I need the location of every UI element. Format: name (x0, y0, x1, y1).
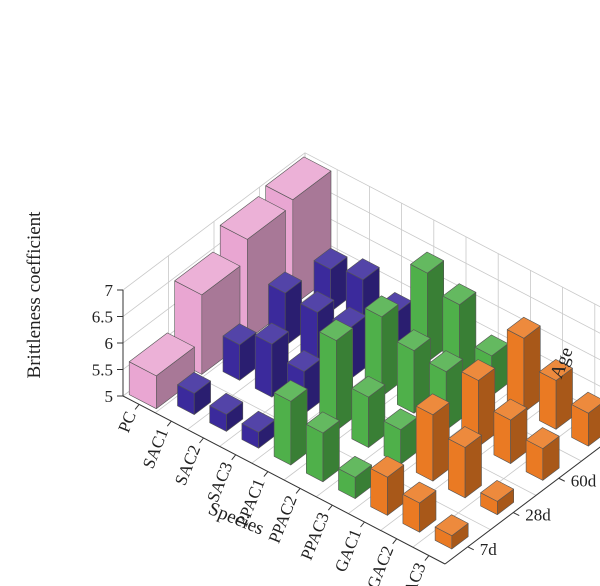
bar-PPAC1-60d (364, 295, 399, 397)
y-axis-line (444, 446, 600, 565)
x-tick-mark (295, 488, 301, 494)
y-tick-label: 7d (480, 540, 498, 559)
bar-GAC2-28d (448, 426, 482, 499)
x-tick-label: SAC2 (171, 442, 204, 488)
z-tick-label: 7 (105, 281, 114, 300)
y-tick-mark (513, 512, 520, 516)
x-tick-label: PPAC2 (265, 493, 301, 546)
x-tick-mark (327, 504, 333, 511)
bar-GAC1-90d (506, 316, 541, 413)
bar-PPAC3-7d (338, 455, 372, 499)
bar-PPAC3-28d (383, 408, 418, 465)
z-tick-label: 6 (105, 334, 114, 353)
x-tick-mark (166, 420, 172, 427)
bar-GAC1-7d (370, 455, 405, 516)
x-tick-mark (134, 404, 140, 410)
bar-SAC1-7d (177, 371, 211, 415)
bar-GAC1-28d (415, 393, 450, 482)
x-tick-label: SAC1 (139, 426, 172, 472)
bar-SAC1-28d (222, 323, 257, 381)
x-axis-line (122, 395, 446, 565)
x-tick-mark (424, 555, 430, 561)
x-tick-label: GAC2 (363, 543, 397, 586)
bar-PPAC1-7d (273, 379, 308, 466)
x-tick-label: GAC1 (331, 526, 365, 574)
y-tick-label: 28d (525, 506, 551, 525)
back-wall-gridline (304, 152, 600, 308)
x-tick-mark (199, 437, 204, 444)
bar-GAC2-90d (539, 359, 573, 430)
x-tick-label: PPAC3 (297, 510, 333, 563)
y-tick-label: 60d (571, 471, 597, 490)
z-tick-label: 5.5 (92, 361, 113, 380)
y-tick-mark (467, 546, 474, 551)
bar-PPAC2-28d (351, 375, 386, 448)
bar-GAC3-90d (571, 391, 600, 447)
x-tick-label: GAC3 (395, 560, 429, 586)
x-tick-mark (231, 454, 237, 461)
bar-GAC2-60d (493, 398, 528, 464)
x-tick-label: SAC3 (203, 459, 236, 505)
bar-PPAC2-60d (396, 329, 431, 414)
bar-SAC1-90d (313, 247, 348, 313)
bar-PPAC2-7d (305, 411, 340, 483)
bar-GAC3-28d (480, 480, 515, 516)
bar-SAC3-7d (241, 410, 276, 449)
bar-PC-7d (128, 332, 195, 410)
z-axis-title: Brittleness coefficient (24, 211, 45, 379)
axes (117, 289, 600, 565)
y-tick-mark (558, 477, 565, 482)
y-axis-title: Age (546, 344, 577, 381)
bar-GAC2-7d (402, 481, 437, 533)
z-tick-label: 5 (105, 387, 114, 406)
x-tick-mark (263, 471, 269, 477)
bar-GAC3-60d (525, 427, 560, 481)
x-tick-label: PC (114, 409, 139, 435)
bars (128, 156, 600, 550)
bar-SAC2-7d (209, 392, 244, 432)
x-tick-mark (360, 521, 365, 528)
x-tick-mark (392, 538, 398, 545)
z-tick-label: 6.5 (92, 308, 113, 327)
bar-GAC3-7d (434, 514, 469, 550)
bar-SAC2-28d (254, 322, 289, 398)
